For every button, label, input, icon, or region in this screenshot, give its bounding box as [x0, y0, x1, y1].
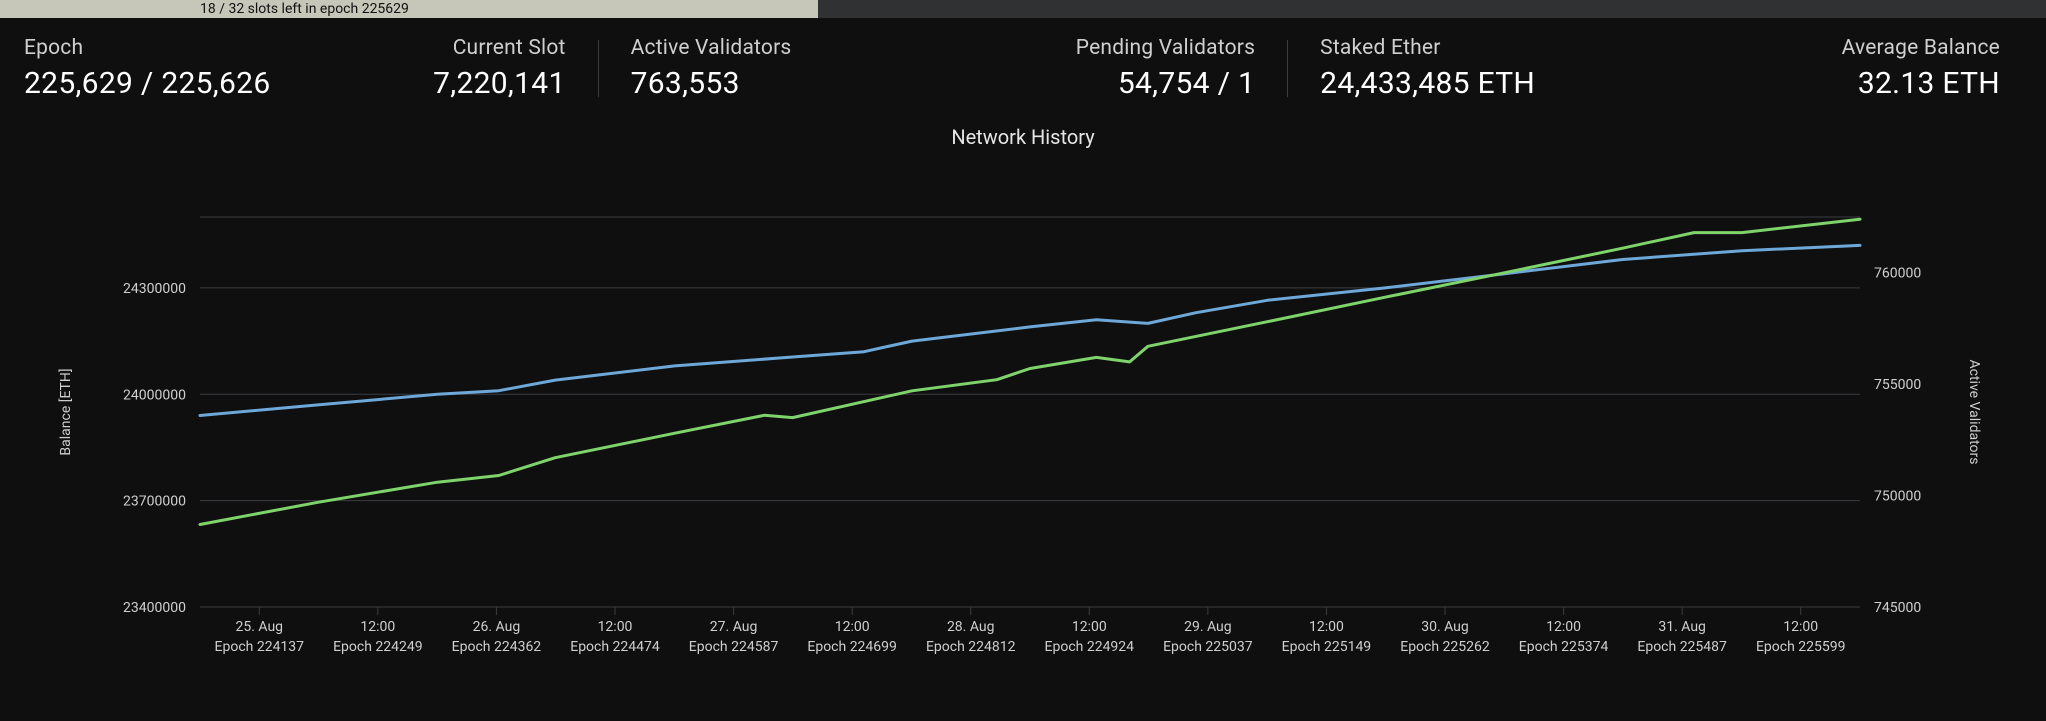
- svg-text:Epoch 225374: Epoch 225374: [1519, 639, 1609, 655]
- svg-text:12:00: 12:00: [835, 619, 870, 635]
- stat-label: Current Slot: [453, 36, 566, 60]
- stat-label: Epoch: [24, 36, 83, 60]
- svg-text:Epoch 224249: Epoch 224249: [333, 639, 423, 655]
- stat-divider: [598, 40, 599, 97]
- stat-pending-validators: Pending Validators 54,754 / 1: [929, 36, 1277, 101]
- stats-row: Epoch 225,629 / 225,626 Current Slot 7,220,…: [0, 18, 2046, 125]
- stat-current-slot: Current Slot 7,220,141: [322, 36, 587, 101]
- svg-text:750000: 750000: [1874, 489, 1921, 505]
- svg-text:Balance [ETH]: Balance [ETH]: [58, 368, 74, 455]
- svg-text:12:00: 12:00: [1783, 619, 1818, 635]
- svg-text:755000: 755000: [1874, 377, 1921, 393]
- svg-text:760000: 760000: [1874, 266, 1921, 282]
- svg-text:12:00: 12:00: [598, 619, 633, 635]
- svg-text:Epoch 224587: Epoch 224587: [689, 639, 779, 655]
- svg-text:Epoch 224812: Epoch 224812: [926, 639, 1016, 655]
- stat-label: Active Validators: [631, 36, 792, 60]
- stat-value: 24,433,485 ETH: [1320, 66, 1535, 101]
- svg-text:Epoch 224924: Epoch 224924: [1045, 639, 1135, 655]
- svg-text:Epoch 225262: Epoch 225262: [1400, 639, 1490, 655]
- svg-text:12:00: 12:00: [1309, 619, 1344, 635]
- svg-text:31. Aug: 31. Aug: [1658, 619, 1706, 635]
- svg-text:23700000: 23700000: [123, 494, 186, 510]
- svg-text:23400000: 23400000: [123, 600, 186, 616]
- svg-text:745000: 745000: [1874, 600, 1921, 616]
- svg-text:12:00: 12:00: [1546, 619, 1581, 635]
- network-history-chart: Network History 23400000 23700000 24000000…: [0, 125, 2046, 721]
- svg-text:24000000: 24000000: [123, 387, 186, 403]
- svg-text:Epoch 224362: Epoch 224362: [452, 639, 542, 655]
- stat-value: 763,553: [631, 66, 740, 101]
- stat-average-balance: Average Balance 32.13 ETH: [1674, 36, 2022, 101]
- stat-label: Average Balance: [1842, 36, 2000, 60]
- stat-value: 7,220,141: [433, 66, 566, 101]
- svg-text:26. Aug: 26. Aug: [473, 619, 521, 635]
- svg-text:Active Validators: Active Validators: [1966, 360, 1982, 465]
- svg-text:27. Aug: 27. Aug: [710, 619, 758, 635]
- stat-label: Staked Ether: [1320, 36, 1440, 60]
- stat-label: Pending Validators: [1076, 36, 1255, 60]
- svg-text:29. Aug: 29. Aug: [1184, 619, 1232, 635]
- epoch-progress-bar: 18 / 32 slots left in epoch 225629: [0, 0, 2046, 18]
- svg-text:25. Aug: 25. Aug: [236, 619, 284, 635]
- chart-title: Network History: [0, 125, 2046, 149]
- svg-text:Epoch 225487: Epoch 225487: [1637, 639, 1727, 655]
- svg-text:Epoch 224699: Epoch 224699: [807, 639, 897, 655]
- svg-text:Epoch 225037: Epoch 225037: [1163, 639, 1253, 655]
- stat-value: 32.13 ETH: [1858, 66, 2000, 101]
- chart-svg: 23400000 23700000 24000000 24300000 745000 75…: [0, 157, 2046, 721]
- series-validators: [200, 219, 1860, 524]
- stat-divider: [1287, 40, 1288, 97]
- svg-text:Epoch 225599: Epoch 225599: [1756, 639, 1846, 655]
- series-balance: [200, 245, 1860, 415]
- epoch-progress-label: 18 / 32 slots left in epoch 225629: [0, 0, 2046, 18]
- svg-text:30. Aug: 30. Aug: [1421, 619, 1469, 635]
- stat-value: 225,629 / 225,626: [24, 66, 271, 101]
- stat-staked-ether: Staked Ether 24,433,485 ETH: [1298, 36, 1674, 101]
- svg-text:12:00: 12:00: [1072, 619, 1107, 635]
- svg-text:Epoch 225149: Epoch 225149: [1282, 639, 1372, 655]
- stat-epoch: Epoch 225,629 / 225,626: [24, 36, 322, 101]
- svg-text:Epoch 224474: Epoch 224474: [570, 639, 660, 655]
- svg-text:Epoch 224137: Epoch 224137: [215, 639, 305, 655]
- svg-text:28. Aug: 28. Aug: [947, 619, 995, 635]
- stat-active-validators: Active Validators 763,553: [609, 36, 929, 101]
- stat-value: 54,754 / 1: [1118, 66, 1255, 101]
- svg-text:12:00: 12:00: [360, 619, 395, 635]
- svg-text:24300000: 24300000: [123, 281, 186, 297]
